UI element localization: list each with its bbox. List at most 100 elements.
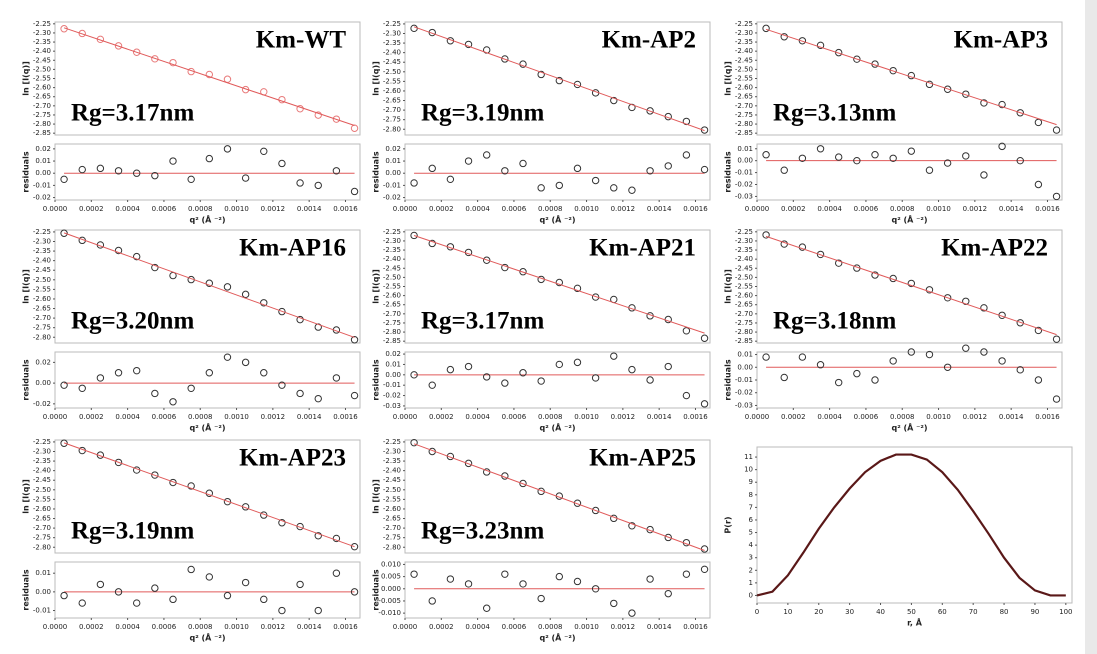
data-point xyxy=(314,394,322,403)
data-point xyxy=(464,459,473,468)
y-tick-label: -2.65 xyxy=(735,93,753,101)
y-tick-label: -2.35 xyxy=(383,457,401,465)
x-tick-label: 0.0004 xyxy=(465,205,490,213)
data-point xyxy=(114,167,123,175)
data-point xyxy=(816,361,825,369)
x-tick-label: 0.0010 xyxy=(574,413,599,421)
data-point xyxy=(501,167,509,175)
data-point xyxy=(798,353,807,361)
y-tick-label: -2.35 xyxy=(735,38,753,46)
y-tick-label: -0.01 xyxy=(735,376,753,384)
x-tick-label: 0.0016 xyxy=(333,205,358,213)
plot-frame xyxy=(54,561,361,619)
data-point xyxy=(871,376,879,384)
y-tick-label: -2.45 xyxy=(735,264,753,272)
y-tick-label: -2.55 xyxy=(383,77,401,85)
y-tick-label: -2.45 xyxy=(33,266,51,274)
y-tick-label: -2.70 xyxy=(735,102,753,110)
x-tick-label: 0.0010 xyxy=(926,413,951,421)
data-point xyxy=(446,575,455,583)
y-tick-label: -0.01 xyxy=(735,169,753,177)
data-point xyxy=(60,439,68,447)
x-tick-label: 0.0016 xyxy=(683,623,708,631)
y-tick-label: 0.01 xyxy=(385,157,401,165)
data-point xyxy=(241,174,250,182)
data-point xyxy=(464,362,473,371)
x-tick-label: 0.0006 xyxy=(854,205,879,213)
plot-frame xyxy=(54,229,361,344)
x-tick-label: 0.0016 xyxy=(1035,413,1060,421)
y-tick-label: -2.70 xyxy=(33,524,51,532)
x-axis-label: r, Å xyxy=(907,618,923,628)
y-tick-label: 0.00 xyxy=(35,169,51,177)
data-point xyxy=(700,400,709,408)
plot-frame xyxy=(54,143,361,201)
x-tick-label: 0.0006 xyxy=(502,623,527,631)
y-tick-label: -2.40 xyxy=(383,467,401,475)
data-point xyxy=(646,376,654,384)
y-tick-label: -0.03 xyxy=(735,401,753,409)
data-point xyxy=(332,167,341,175)
y-tick-label: -0.02 xyxy=(735,181,753,189)
rg-annotation: Rg=3.18nm xyxy=(773,308,896,335)
data-point xyxy=(853,156,861,165)
data-point xyxy=(428,164,436,173)
y-tick-label: -2.45 xyxy=(383,264,401,272)
data-point xyxy=(816,250,825,259)
y-axis-label: residuals xyxy=(22,151,31,192)
data-point xyxy=(555,572,564,581)
y-tick-label: -2.30 xyxy=(383,447,401,455)
panel-label: Km-AP2 xyxy=(602,27,696,54)
data-point xyxy=(519,268,527,276)
data-point xyxy=(205,279,214,287)
data-point xyxy=(646,167,654,175)
y-axis-label: residuals xyxy=(724,359,733,400)
y-tick-label: 6 xyxy=(749,516,754,524)
panel-label: Km-AP25 xyxy=(589,445,696,472)
y-tick-label: -2.65 xyxy=(33,305,51,313)
data-point xyxy=(151,263,159,272)
y-tick-label: -2.50 xyxy=(33,65,51,73)
data-point xyxy=(223,145,232,153)
x-tick-label: 0.0012 xyxy=(261,623,286,631)
data-point xyxy=(169,58,177,67)
data-point xyxy=(555,278,564,287)
y-tick-label: -2.60 xyxy=(383,87,401,95)
data-point xyxy=(1016,156,1024,165)
data-point xyxy=(1034,326,1043,335)
plot-frame xyxy=(756,143,1063,201)
data-point xyxy=(60,229,68,237)
data-point xyxy=(151,471,159,479)
x-tick-label: 100 xyxy=(1059,608,1072,616)
y-tick-label: -2.25 xyxy=(33,438,51,446)
y-tick-label: -2.75 xyxy=(735,319,753,327)
data-point xyxy=(260,299,268,307)
y-tick-label: -2.40 xyxy=(383,255,401,263)
x-tick-label: 0.0002 xyxy=(781,413,806,421)
data-point xyxy=(482,373,491,381)
x-tick-label: 0.0010 xyxy=(224,205,249,213)
data-point xyxy=(350,542,359,551)
y-tick-label: -2.25 xyxy=(383,438,401,446)
data-point xyxy=(410,371,418,379)
x-tick-label: 0.0002 xyxy=(79,205,104,213)
data-point xyxy=(962,152,970,160)
data-point xyxy=(169,595,177,604)
y-tick-label: -2.35 xyxy=(33,38,51,46)
data-point xyxy=(537,594,545,603)
y-tick-label: -2.65 xyxy=(33,515,51,523)
data-point xyxy=(464,157,473,165)
data-point xyxy=(241,578,250,587)
y-tick-label: 4 xyxy=(749,541,754,549)
y-tick-label: -2.30 xyxy=(33,237,51,245)
data-point xyxy=(1052,335,1061,343)
y-tick-label: -2.45 xyxy=(33,56,51,64)
data-point xyxy=(980,348,988,356)
y-tick-label: -2.70 xyxy=(383,524,401,532)
data-point xyxy=(925,166,934,174)
data-point xyxy=(114,246,123,255)
y-tick-label: 0.010 xyxy=(381,560,401,568)
x-tick-label: 0.0014 xyxy=(297,205,322,213)
y-tick-label: 0.02 xyxy=(35,358,51,366)
y-axis-label: ln [I(q)] xyxy=(724,269,733,304)
